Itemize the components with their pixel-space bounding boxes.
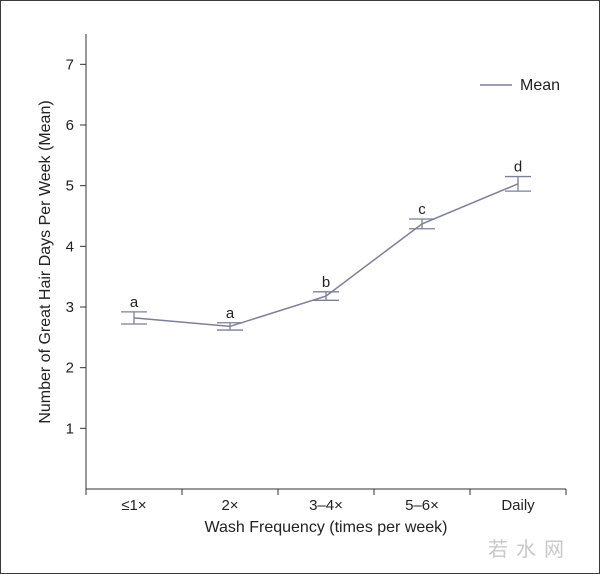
y-axis-title: Number of Great Hair Days Per Week (Mean…	[37, 100, 54, 423]
axes	[85, 34, 566, 490]
significance-label-2: b	[322, 274, 330, 291]
y-ticks: 1 2 3 4 5 6 7	[66, 56, 86, 437]
y-tick-label-2: 2	[66, 360, 74, 377]
y-tick-label-5: 5	[66, 178, 74, 195]
x-axis-title: Wash Frequency (times per week)	[204, 519, 447, 536]
significance-label-3: c	[418, 201, 426, 218]
legend-label-mean: Mean	[520, 77, 560, 94]
watermark: 若水网	[488, 537, 572, 561]
legend: Mean	[480, 77, 560, 94]
y-tick-label-7: 7	[66, 56, 74, 73]
x-tick-label-4: Daily	[501, 497, 535, 514]
series-line-mean	[133, 183, 519, 328]
significance-label-4: d	[514, 159, 522, 176]
y-tick-label-4: 4	[66, 238, 74, 255]
significance-label-0: a	[130, 294, 139, 311]
series-mean: a a b c d	[121, 159, 531, 331]
x-tick-label-2: 3–4×	[309, 497, 343, 514]
y-tick-label-3: 3	[66, 299, 74, 316]
significance-label-1: a	[226, 305, 235, 322]
x-tick-label-0: ≤1×	[121, 497, 146, 514]
y-tick-label-6: 6	[66, 117, 74, 134]
x-ticks: ≤1× 2× 3–4× 5–6× Daily	[85, 489, 567, 514]
y-tick-label-1: 1	[66, 420, 74, 437]
x-tick-label-1: 2×	[221, 497, 238, 514]
x-tick-label-3: 5–6×	[405, 497, 439, 514]
